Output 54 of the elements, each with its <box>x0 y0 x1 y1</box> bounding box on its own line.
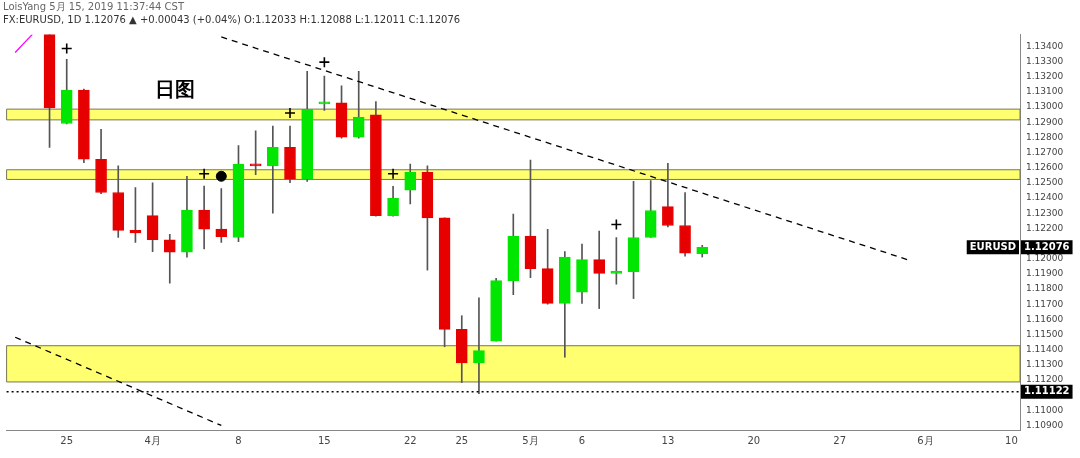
y-tick-label: 1.13200 <box>1026 71 1064 82</box>
y-tick-label: 1.12800 <box>1026 131 1064 142</box>
y-tick-label: 1.12600 <box>1026 162 1064 173</box>
point <box>215 170 227 182</box>
y-tick-label: 1.11600 <box>1026 313 1064 324</box>
y-tick-label: 1.11900 <box>1026 268 1064 279</box>
candlestick <box>473 297 485 394</box>
x-tick-label: 22 <box>403 434 417 446</box>
y-tick-label: 1.12500 <box>1026 177 1064 188</box>
annotation: 日图 <box>154 76 195 101</box>
x-tick-label: 25 <box>455 434 469 446</box>
x-tick-label: 5月 <box>522 434 539 446</box>
annotation: EURUSD <box>969 240 1017 252</box>
chart-title: FX:EURUSD, 1D 1.12076 ▲ +0.00043 (+0.04%) O:1.12033 H:1.12088 L:1.12011 C:1.12076 <box>3 13 462 26</box>
y-tick-label: 1.13300 <box>1026 56 1064 67</box>
x-tick-label: 13 <box>661 434 675 446</box>
ref-line-label: 1.11122 <box>1024 385 1070 397</box>
y-tick-label: 1.13400 <box>1026 40 1064 51</box>
y-tick-label: 1.11300 <box>1026 359 1064 370</box>
chart-subtitle: LoisYang 5月 15, 2019 11:37:44 CST <box>3 0 185 13</box>
y-tick-label: 1.11800 <box>1026 283 1064 294</box>
y-tick-label: 1.13000 <box>1026 101 1064 112</box>
x-tick-label: 8 <box>235 434 242 446</box>
x-tick-label: 27 <box>833 434 847 446</box>
y-tick-label: 1.12300 <box>1026 207 1064 218</box>
text: 1.12076 <box>1024 240 1070 252</box>
point <box>60 42 73 55</box>
point <box>284 107 296 119</box>
x-tick-label: 15 <box>317 434 331 446</box>
x-tick-label: 20 <box>747 434 761 446</box>
candlestick <box>215 188 228 243</box>
point <box>387 167 399 180</box>
x-tick-label: 6 <box>578 434 586 446</box>
y-tick-label: 1.12400 <box>1026 192 1064 203</box>
y-tick-label: 1.12200 <box>1026 222 1064 233</box>
x-tick-label: 10 <box>1005 434 1018 446</box>
x-tick-label: 25 <box>60 434 74 446</box>
point <box>198 167 210 180</box>
x-tick-label: 6月 <box>917 434 934 446</box>
y-tick-label: 1.12000 <box>1026 253 1064 264</box>
y-tick-label: 1.12700 <box>1026 146 1064 157</box>
point <box>610 218 623 231</box>
y-tick-label: 1.11400 <box>1026 344 1064 355</box>
candlestick <box>267 125 279 214</box>
x-tick-label: 4月 <box>144 434 161 446</box>
y-tick-label: 1.11200 <box>1026 374 1064 385</box>
y-tick-label: 1.12900 <box>1026 116 1064 127</box>
y-tick-label: 1.13100 <box>1026 86 1064 97</box>
point <box>318 56 331 68</box>
y-tick-label: 1.10900 <box>1026 419 1064 430</box>
y-tick-label: 1.11000 <box>1026 404 1064 415</box>
candlestick <box>593 230 606 309</box>
y-tick-label: 1.11700 <box>1026 298 1064 309</box>
y-tick-label: 1.11500 <box>1026 328 1064 339</box>
